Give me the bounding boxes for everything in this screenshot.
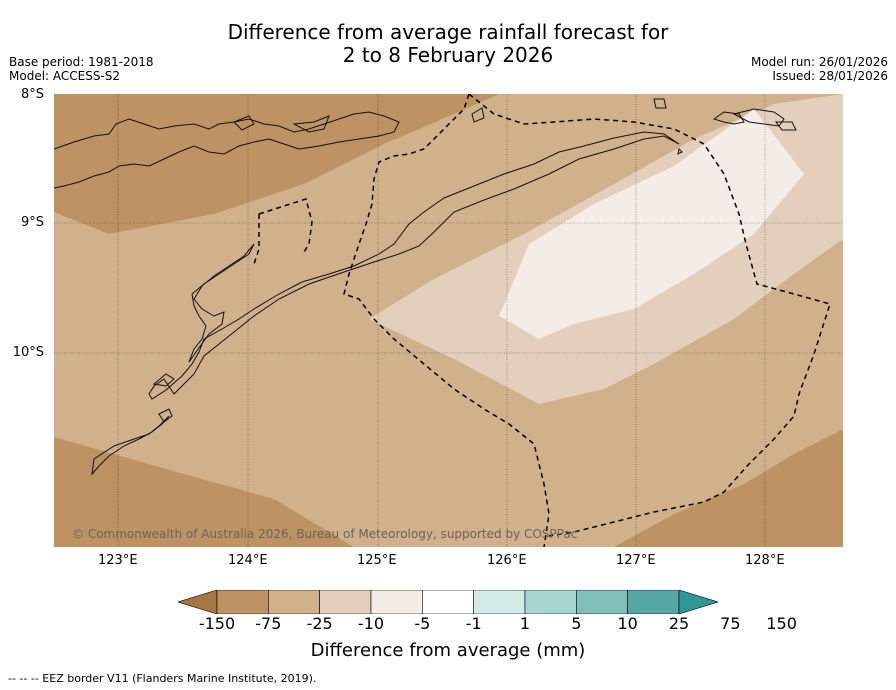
model-run: Model run: 26/01/2026 — [750, 55, 888, 69]
lon-label-125e: 125°E — [357, 553, 397, 568]
lon-label-123e: 123°E — [98, 553, 138, 568]
colorbar-tick-label: 75 — [720, 614, 741, 633]
colorbar — [178, 590, 718, 614]
colorbar-tick-label: 150 — [766, 614, 797, 633]
eez-legend-note: -- -- -- EEZ border V11 (Flanders Marine… — [8, 672, 317, 685]
colorbar-cell — [576, 590, 628, 614]
slightly-dry-zone — [499, 109, 804, 339]
colorbar-cell — [627, 590, 680, 614]
map-title-line2: 2 to 8 February 2026 — [342, 43, 554, 67]
colorbar-cells — [216, 590, 680, 614]
dry-zone-southwest — [54, 437, 354, 547]
colorbar-title: Difference from average (mm) — [310, 640, 586, 661]
colorbar-tick-label: 1 — [519, 614, 531, 633]
colorbar-extend-low — [178, 590, 218, 614]
lon-label-128e: 128°E — [745, 553, 785, 568]
lat-label-10s: 10°S — [12, 345, 44, 360]
colorbar-cell — [422, 590, 474, 614]
colorbar-tick-label: 5 — [571, 614, 582, 633]
lon-label-124e: 124°E — [228, 553, 268, 568]
eez-border — [253, 94, 831, 547]
model-name: Model: ACCESS-S2 — [9, 69, 121, 83]
colorbar-cell — [268, 590, 320, 614]
colorbar-tick-label: -150 — [198, 614, 236, 633]
coastlines — [54, 98, 797, 476]
colorbar-tick-label: -75 — [255, 614, 282, 633]
colorbar-cell — [473, 590, 526, 614]
dry-zone-southeast — [614, 429, 843, 547]
copyright-notice: © Commonwealth of Australia 2026, Bureau… — [72, 527, 577, 541]
graticule — [54, 94, 843, 547]
lon-label-126e: 126°E — [487, 553, 527, 568]
base-period: Base period: 1981-2018 — [9, 55, 154, 69]
colorbar-tick-label: -5 — [414, 614, 431, 633]
colorbar-tick-label: -1 — [465, 614, 482, 633]
colorbar-tick-label: 10 — [617, 614, 638, 633]
colorbar-cell — [370, 590, 423, 614]
lon-label-127e: 127°E — [616, 553, 656, 568]
colorbar-extend-high — [678, 590, 718, 614]
colorbar-cell — [216, 590, 269, 614]
colorbar-tick-label: 25 — [668, 614, 690, 633]
issued-date: Issued: 28/01/2026 — [772, 69, 888, 83]
dry-zone-north — [54, 94, 499, 234]
rainfall-map: © Commonwealth of Australia 2026, Bureau… — [54, 94, 843, 547]
colorbar-cell — [319, 590, 372, 614]
colorbar-tick-label: -25 — [306, 614, 333, 633]
lat-label-8s: 8°S — [20, 87, 44, 102]
map-title-line1: Difference from average rainfall forecas… — [227, 20, 669, 44]
lat-label-9s: 9°S — [20, 215, 44, 230]
colorbar-cell — [524, 590, 577, 614]
colorbar-tick-label: -10 — [357, 614, 385, 633]
